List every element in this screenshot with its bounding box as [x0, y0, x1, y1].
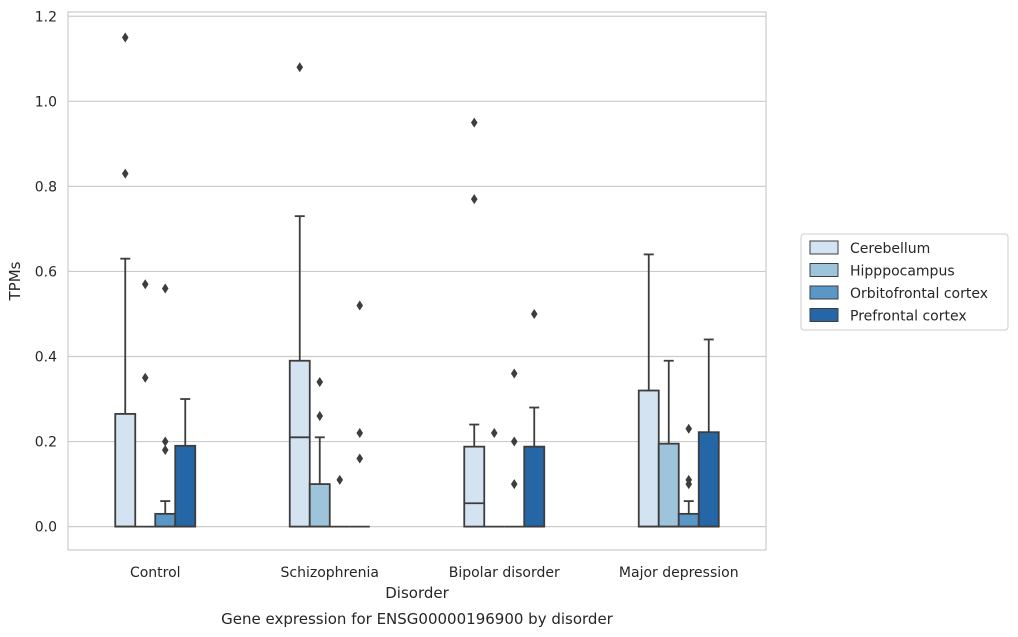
outlier-point: [316, 411, 324, 422]
box: [697, 431, 720, 528]
legend-frame: [800, 233, 1009, 331]
y-tick-label: 0.2: [35, 435, 57, 451]
legend: Cerebellum Hipppocampus Orbitofrontal cort…: [800, 233, 1009, 331]
outlier-point: [470, 194, 478, 205]
box: [114, 413, 137, 528]
legend-label: Hipppocampus: [850, 264, 955, 280]
y-axis-label: TPMs: [6, 261, 24, 301]
y-axis-ticks: 0.0 0.2 0.4 0.6 0.8 1.0 1.2: [35, 9, 57, 535]
outlier-point: [161, 445, 169, 456]
box: [677, 512, 700, 528]
box: [174, 444, 197, 528]
y-tick-label: 1.0: [35, 94, 57, 110]
y-tick-label: 0.8: [35, 179, 57, 195]
box: [637, 389, 660, 528]
outlier-point: [510, 436, 518, 447]
outlier-point: [161, 283, 169, 294]
y-tick-label: 1.2: [35, 9, 57, 25]
outlier-point: [470, 117, 478, 128]
outlier-point: [685, 423, 693, 434]
outlier-point: [141, 279, 149, 290]
box: [657, 442, 680, 528]
legend-swatch: [809, 308, 839, 322]
outlier-point: [336, 474, 344, 485]
outlier-point: [356, 453, 364, 464]
outlier-point: [296, 62, 304, 73]
x-tick-label: Bipolar disorder: [449, 565, 560, 581]
x-tick-label: Control: [130, 565, 181, 581]
outlier-point: [141, 372, 149, 383]
outlier-point: [121, 32, 129, 43]
outlier-point: [121, 168, 129, 179]
y-tick-label: 0.6: [35, 264, 57, 280]
x-tick-label: Schizophrenia: [281, 565, 379, 581]
box: [308, 483, 331, 528]
outlier-point: [510, 368, 518, 379]
legend-swatch: [809, 240, 839, 255]
legend-label: Cerebellum: [850, 241, 930, 257]
outlier-point: [490, 428, 498, 439]
box: [523, 445, 546, 528]
outlier-point: [356, 300, 364, 311]
x-axis-label: Disorder: [385, 584, 449, 602]
y-tick-label: 0.4: [35, 349, 57, 365]
outlier-point: [510, 479, 518, 490]
legend-label: Orbitofrontal cortex: [850, 286, 988, 302]
legend-swatch: [809, 263, 839, 277]
x-axis-ticks: Control Schizophrenia Bipolar disorder Majo…: [130, 565, 739, 581]
box-series: [114, 32, 720, 528]
y-tick-label: 0.0: [35, 520, 57, 536]
box: [288, 359, 311, 528]
legend-swatch: [809, 285, 839, 300]
box: [463, 445, 486, 528]
outlier-point: [356, 428, 364, 439]
outlier-point: [161, 436, 169, 447]
legend-label: Prefrontal cortex: [850, 309, 967, 325]
box: [154, 512, 177, 528]
x-tick-label: Major depression: [619, 565, 739, 581]
outlier-point: [530, 308, 538, 319]
outlier-point: [316, 377, 324, 388]
chart-caption: Gene expression for ENSG00000196900 by d…: [221, 610, 614, 628]
outlier-point: [685, 474, 693, 485]
